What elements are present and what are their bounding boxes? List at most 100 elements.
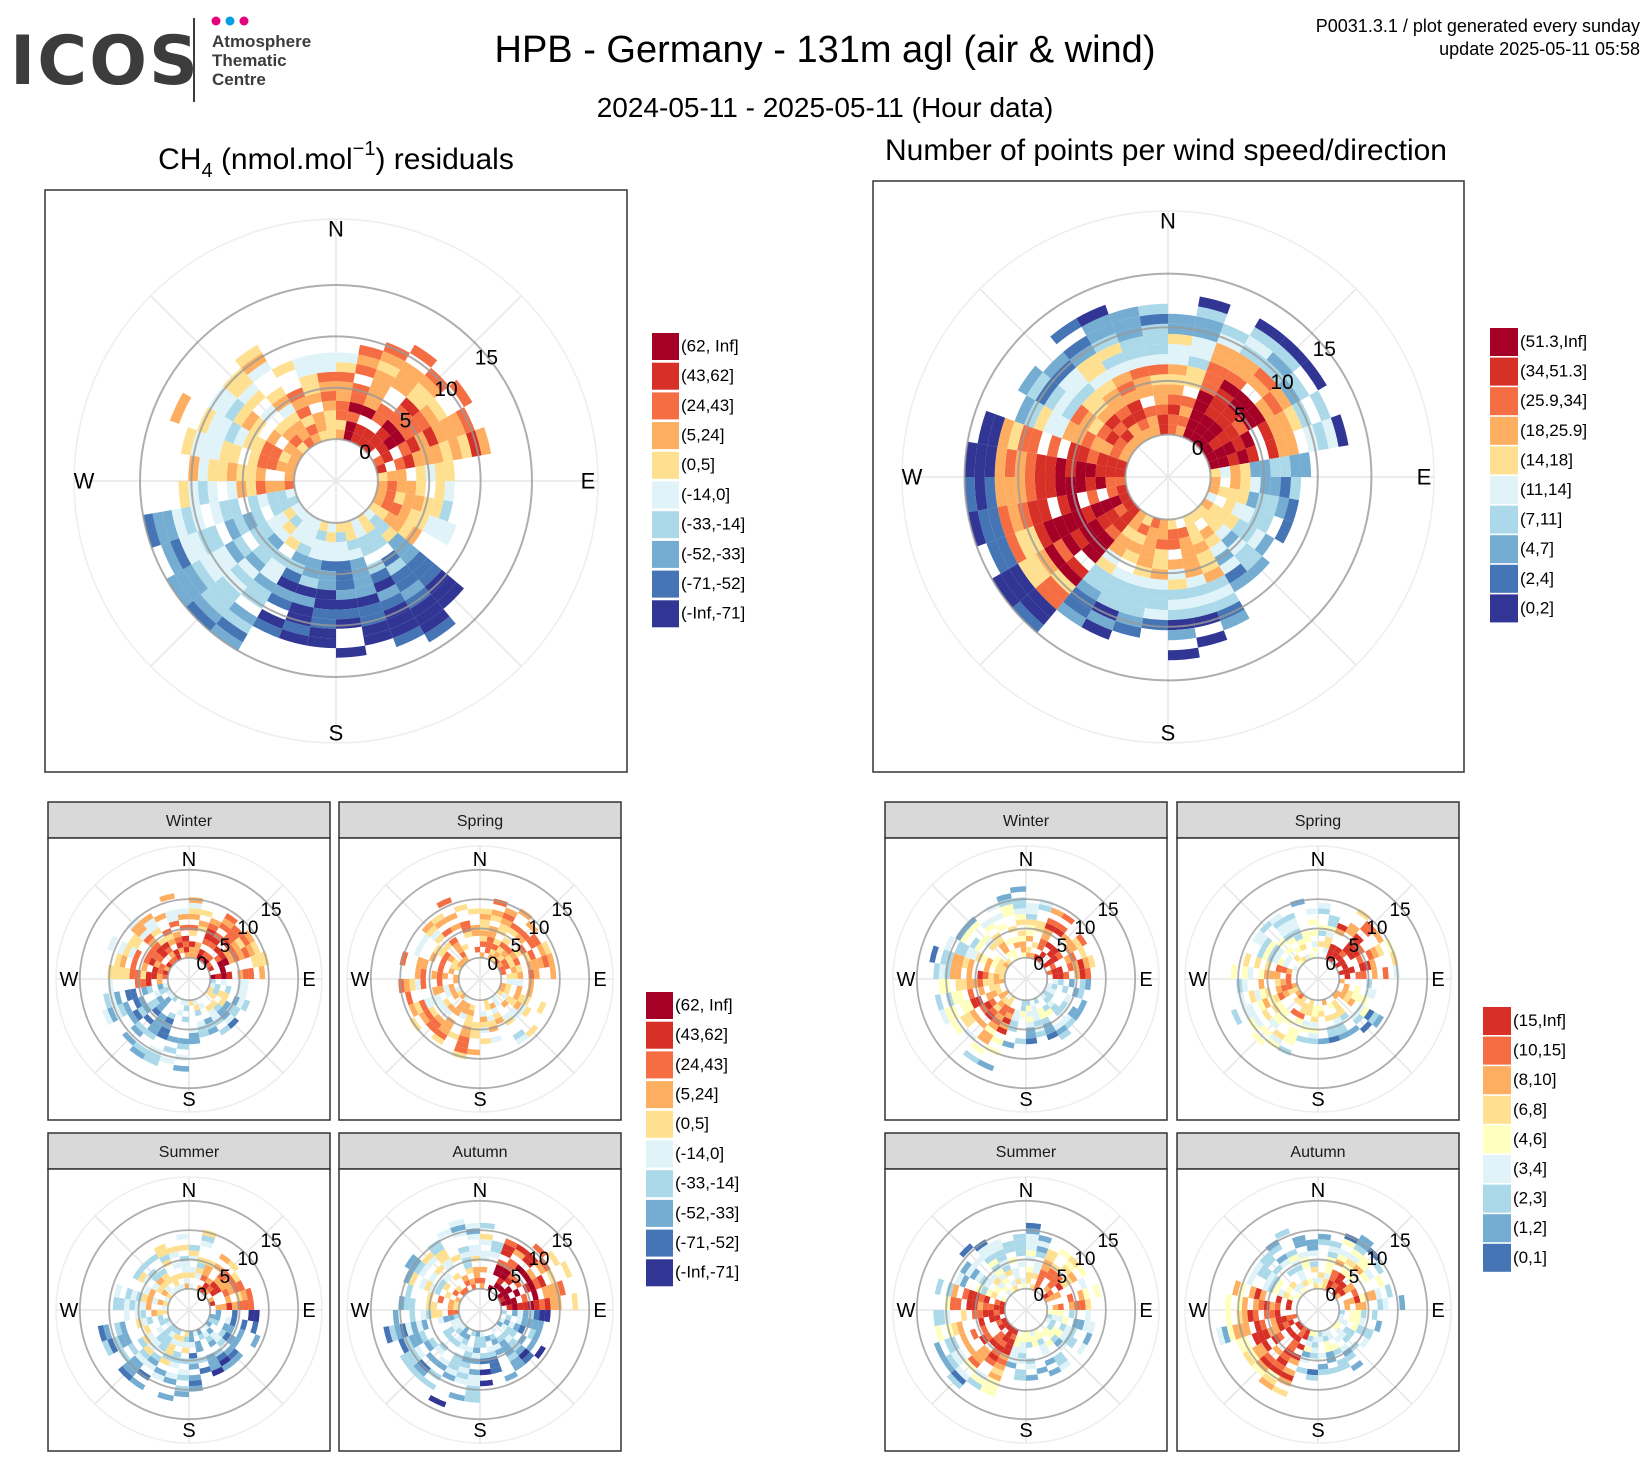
heat-cell: [1358, 1317, 1366, 1327]
heat-cell: [150, 1351, 162, 1362]
legend-label: (24,43]: [675, 1055, 728, 1074]
speed-ring-0: [166, 1287, 212, 1333]
heat-cell: [1303, 1345, 1312, 1353]
heat-cell: [1034, 453, 1047, 477]
heat-cell: [513, 1278, 523, 1289]
heat-cell: [1182, 427, 1195, 441]
heat-cell: [1026, 1000, 1031, 1006]
heat-cell: [434, 917, 448, 929]
heat-cell: [1053, 1272, 1064, 1283]
heat-cell: [397, 521, 414, 539]
heat-cell: [504, 1285, 513, 1294]
heat-cell: [311, 538, 326, 551]
heat-cell: [1345, 941, 1356, 952]
heat-cell: [396, 481, 407, 494]
heat-cell: [164, 996, 172, 1004]
heat-cell: [1144, 343, 1168, 356]
heat-cell: [117, 940, 128, 955]
heat-cell: [355, 363, 377, 379]
heat-cell: [1168, 558, 1185, 570]
heat-cell: [1269, 970, 1276, 979]
heat-cell: [969, 937, 981, 950]
heat-cell: [415, 481, 427, 497]
heat-cell: [404, 1283, 414, 1298]
heat-cell: [436, 897, 453, 909]
heat-cell: [1265, 415, 1284, 439]
heat-cell: [155, 1003, 165, 1013]
heat-cell: [1044, 385, 1067, 411]
heat-cell: [985, 957, 994, 967]
heat-cell: [1015, 919, 1026, 926]
heat-cell: [1037, 1337, 1045, 1346]
heat-cell: [977, 970, 984, 979]
residuals-title-suffix: ) residuals: [375, 143, 513, 176]
speed-ring-5: [1070, 379, 1266, 575]
heat-cell: [274, 511, 290, 527]
heat-cell: [226, 971, 233, 979]
facet-strip: [1176, 801, 1460, 839]
heat-cell: [455, 946, 464, 955]
heat-cell: [369, 514, 383, 528]
heat-cell: [1095, 477, 1107, 490]
heat-cell: [446, 1334, 456, 1344]
heat-cell: [214, 983, 221, 990]
heat-cell: [1359, 1020, 1373, 1034]
heat-cell: [480, 1250, 491, 1257]
direction-label-w: W: [1189, 969, 1208, 991]
heat-cell: [1274, 1310, 1281, 1318]
heat-cell: [117, 1334, 128, 1349]
heat-cell: [242, 979, 249, 990]
heat-cell: [1331, 951, 1339, 959]
heat-cell: [151, 1310, 158, 1317]
heat-cell: [959, 943, 970, 957]
heat-cell: [1260, 359, 1286, 385]
heat-cell: [1261, 997, 1271, 1009]
heat-cell: [1308, 1330, 1315, 1337]
heat-cell: [1309, 930, 1318, 937]
heat-cell: [313, 352, 336, 364]
heat-cell: [1336, 922, 1348, 932]
legend-label: (8,10]: [1513, 1070, 1556, 1089]
heat-cell: [209, 917, 222, 928]
speed-ring-10: [399, 1229, 561, 1391]
facet-strip-label: Autumn: [1290, 1144, 1345, 1161]
heat-cell: [189, 1283, 194, 1289]
heat-cell: [413, 1362, 428, 1377]
heat-cell: [147, 1253, 160, 1265]
heat-cell: [107, 935, 119, 952]
heat-cell: [461, 1274, 469, 1283]
heat-cell: [1338, 1313, 1345, 1320]
heat-cell: [1168, 374, 1186, 386]
heat-cell: [496, 1334, 505, 1343]
heat-cell: [1168, 608, 1193, 621]
heat-cell: [1039, 951, 1047, 959]
heat-cell: [1345, 927, 1357, 938]
heat-cell: [181, 1016, 189, 1023]
heat-cell: [226, 1324, 235, 1335]
heat-cell: [1232, 1324, 1242, 1340]
heat-cell: [1244, 335, 1273, 360]
heat-cell: [491, 1240, 505, 1249]
heat-cell: [978, 1293, 986, 1303]
legend-label: (24,43]: [681, 396, 734, 415]
heat-cell: [988, 1315, 996, 1323]
heat-cell: [336, 371, 355, 383]
heat-cell: [1206, 574, 1230, 593]
heat-cell: [1185, 365, 1207, 381]
heat-cell: [1150, 374, 1168, 386]
heat-cell: [122, 1031, 137, 1046]
heat-cell: [229, 1317, 237, 1327]
heat-cell: [208, 582, 235, 609]
heat-cell: [954, 1271, 965, 1286]
heat-cell: [509, 1355, 522, 1367]
heat-cell: [999, 903, 1014, 913]
heat-cell: [1349, 937, 1360, 948]
heat-cell: [1352, 1264, 1364, 1276]
heat-cell: [998, 958, 1006, 966]
speed-ring-5: [1266, 927, 1370, 1031]
heat-cell: [956, 954, 965, 968]
heat-cell: [156, 1326, 165, 1335]
heat-cell: [1272, 917, 1286, 929]
heat-cell: [363, 396, 381, 412]
heat-cell: [1113, 503, 1128, 518]
